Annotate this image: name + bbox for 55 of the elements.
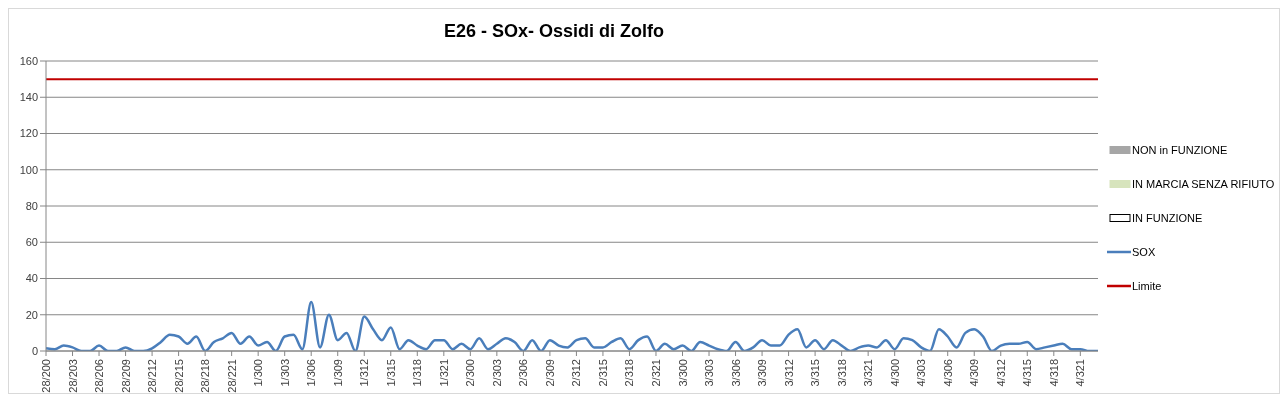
legend-label: IN FUNZIONE [1132,212,1203,224]
x-tick-label: 1/315 [384,359,397,387]
x-tick-label: 28/209 [119,359,132,393]
y-tick-label: 140 [19,91,38,104]
y-tick-label: 80 [25,199,38,212]
x-tick-label: 3/315 [809,359,822,387]
x-tick-label: 2/318 [623,359,636,387]
x-tick-label: 1/312 [358,359,371,387]
y-tick-label: 100 [19,163,38,176]
x-tick-label: 3/300 [676,359,689,387]
x-tick-label: 4/318 [1047,359,1060,387]
x-tick-label: 1/306 [305,359,318,387]
x-tick-label: 3/306 [729,359,742,387]
y-tick-label: 40 [25,272,38,285]
x-tick-label: 1/321 [437,359,450,387]
x-tick-label: 4/306 [941,359,954,387]
x-tick-label: 3/309 [756,359,769,387]
x-tick-label: 3/321 [862,359,875,387]
x-tick-label: 1/300 [252,359,265,387]
x-tick-label: 28/200 [40,359,52,393]
x-tick-label: 2/312 [570,359,583,387]
x-tick-label: 28/218 [199,359,212,393]
x-tick-label: 28/212 [146,359,159,393]
x-tick-label: 4/315 [1021,359,1034,387]
x-tick-label: 4/321 [1074,359,1087,387]
x-tick-label: 2/321 [649,359,662,387]
x-tick-label: 2/300 [464,359,477,387]
x-tick-label: 3/318 [835,359,848,387]
x-tick-label: 28/221 [225,359,238,393]
x-tick-label: 4/312 [994,359,1007,387]
x-tick-label: 1/318 [411,359,424,387]
x-tick-label: 4/303 [915,359,928,387]
chart-title: E26 - SOx- Ossidi di Zolfo [442,21,665,42]
legend-label: IN MARCIA SENZA RIFIUTO [1132,178,1275,190]
x-tick-label: 1/309 [331,359,344,387]
y-tick-label: 0 [31,344,38,357]
legend-label: NON in FUNZIONE [1132,144,1228,156]
x-tick-label: 2/306 [517,359,530,387]
x-tick-label: 28/215 [172,359,185,393]
x-tick-label: 2/303 [490,359,503,387]
x-tick-label: 28/203 [66,359,79,393]
x-tick-label: 1/303 [278,359,291,387]
legend-label: Limite [1132,280,1162,292]
y-tick-label: 60 [25,236,38,249]
x-tick-label: 2/309 [543,359,556,387]
x-tick-label: 4/309 [968,359,981,387]
x-tick-label: 2/315 [596,359,609,387]
x-tick-label: 3/312 [782,359,795,387]
x-tick-label: 3/303 [703,359,716,387]
x-tick-label: 28/206 [93,359,106,393]
y-tick-label: 20 [25,308,38,321]
x-tick-label: 4/300 [888,359,901,387]
y-tick-label: 160 [19,54,38,67]
y-tick-label: 120 [19,127,38,140]
legend-label: SOX [1132,246,1156,258]
